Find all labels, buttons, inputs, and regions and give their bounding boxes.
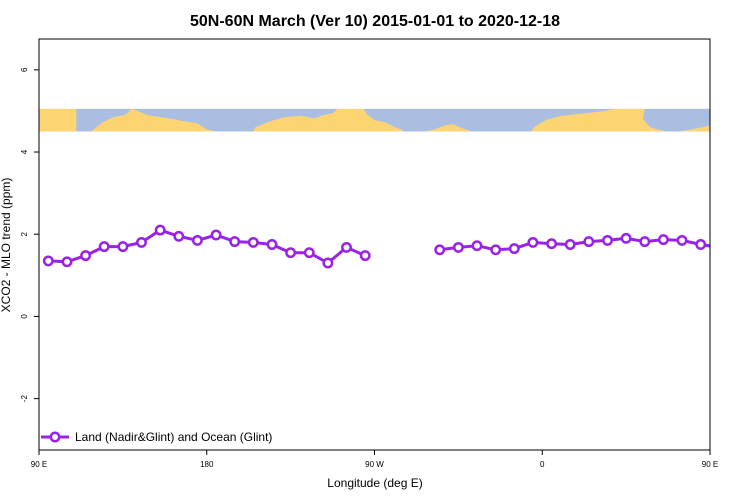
map-band-ocean — [132, 108, 338, 132]
data-point — [42, 255, 54, 267]
data-point — [715, 243, 723, 251]
data-point — [285, 247, 297, 259]
legend: Land (Nadir&Glint) and Ocean (Glint) — [41, 430, 272, 444]
data-point — [322, 257, 334, 269]
data-point — [80, 250, 92, 262]
data-point — [734, 257, 742, 265]
series-line — [48, 228, 366, 265]
data-point — [490, 244, 502, 256]
data-point — [359, 250, 371, 262]
map-band-ocean — [642, 108, 710, 132]
data-point — [154, 224, 166, 236]
x-tick-label: 90 E — [702, 460, 718, 469]
data-point — [61, 256, 73, 268]
data-point — [583, 236, 595, 248]
data-point — [191, 234, 203, 246]
data-point — [527, 236, 539, 248]
data-point — [452, 241, 464, 253]
data-point — [508, 243, 520, 255]
y-tick-label: 2 — [20, 231, 29, 236]
data-point — [266, 239, 278, 250]
map-band-ocean — [76, 108, 133, 132]
data-point — [695, 239, 707, 250]
x-axis-label: Longitude (deg E) — [327, 476, 422, 490]
legend-marker-swatch — [49, 431, 61, 443]
data-point — [247, 236, 259, 248]
data-point — [229, 236, 241, 248]
series-layer — [42, 224, 742, 269]
map-band-ocean — [363, 108, 614, 132]
data-point — [639, 236, 651, 248]
data-point — [434, 244, 446, 256]
y-tick-label: 0 — [20, 314, 29, 319]
x-tick-label: 90 E — [31, 460, 47, 469]
legend-label: Land (Nadir&Glint) and Ocean (Glint) — [75, 430, 272, 444]
data-point — [303, 247, 315, 259]
data-point — [136, 236, 147, 248]
x-tick-label: 0 — [540, 460, 545, 469]
y-axis: -2 0 2 4 6 — [20, 67, 39, 402]
x-axis: 90 E 180 90 W 0 90 E — [31, 450, 718, 469]
data-point — [620, 232, 632, 244]
data-point — [471, 240, 483, 252]
x-tick-label: 180 — [200, 460, 214, 469]
y-tick-label: 4 — [20, 149, 29, 154]
y-tick-label: 6 — [20, 67, 29, 72]
map-band — [39, 108, 710, 132]
chart-title: 50N-60N March (Ver 10) 2015-01-01 to 202… — [190, 13, 560, 30]
y-axis-label: XCO2 - MLO trend (ppm) — [0, 178, 13, 313]
data-point — [210, 229, 222, 241]
data-point — [602, 234, 613, 246]
data-point — [98, 241, 110, 253]
data-point — [546, 238, 558, 250]
data-point — [341, 241, 352, 253]
x-tick-label: 90 W — [365, 460, 384, 469]
data-point — [117, 241, 129, 253]
data-point — [676, 234, 688, 246]
data-point — [564, 239, 576, 250]
data-point — [657, 234, 669, 246]
y-tick-label: -2 — [20, 395, 29, 403]
data-point — [173, 230, 185, 242]
